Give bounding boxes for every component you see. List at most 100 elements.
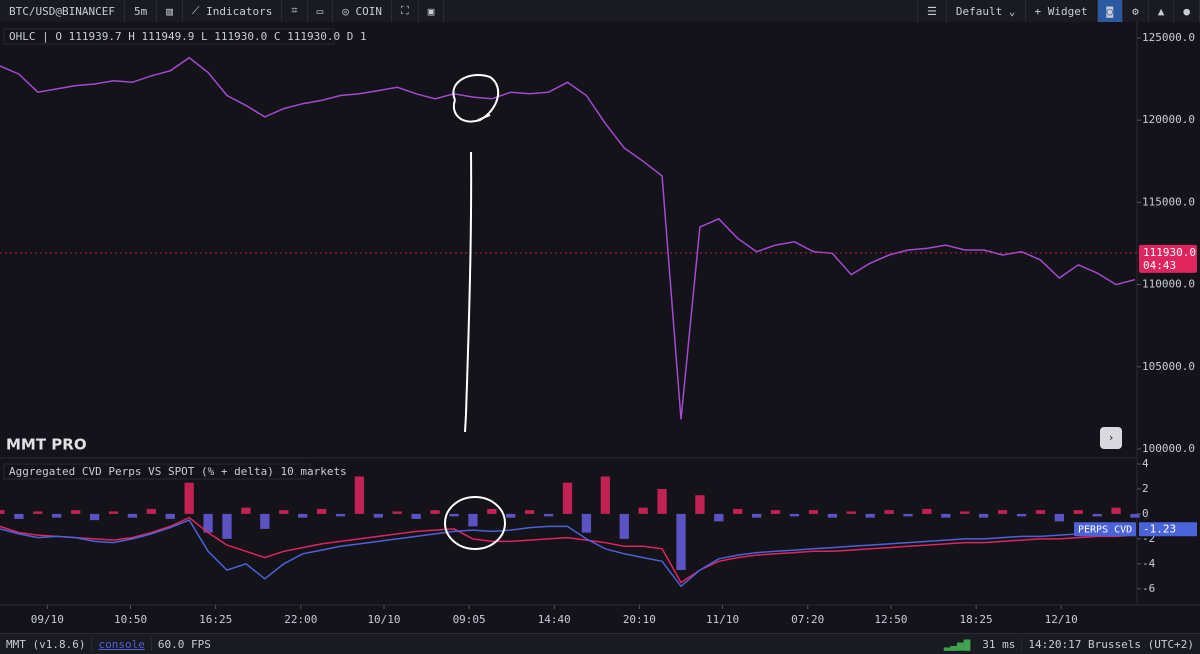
delta-bar xyxy=(979,513,989,518)
crop[interactable]: ⌗ xyxy=(282,0,308,22)
y-tick-label: -4 xyxy=(1142,557,1156,570)
x-tick-label: 12/10 xyxy=(1045,613,1078,626)
y-tick-label: 125000.0 xyxy=(1142,31,1195,44)
coin-label: COIN xyxy=(355,4,382,18)
y-tick-label: 120000.0 xyxy=(1142,113,1195,126)
delta-bar xyxy=(1073,510,1083,514)
series-line xyxy=(0,56,1136,420)
price-tag-label: 111930.0 xyxy=(1143,246,1196,259)
learn[interactable]: ▲ xyxy=(1149,0,1175,22)
delta-bar xyxy=(203,513,213,533)
delta-bar xyxy=(619,513,629,539)
symbol[interactable]: BTC/USD@BINANCEF xyxy=(0,0,125,22)
delta-bar xyxy=(1130,513,1140,518)
timeframe[interactable]: 5m xyxy=(125,0,158,22)
delta-bar xyxy=(770,510,781,514)
layout-label: Default xyxy=(955,4,1003,18)
delta-bar xyxy=(89,513,100,521)
annotation-line xyxy=(464,151,473,433)
open[interactable]: ▭ xyxy=(308,0,334,22)
value-tag-label: -1.23 xyxy=(1143,522,1176,535)
indicators-label: Indicators xyxy=(206,4,273,18)
y-tick-label: -6 xyxy=(1142,582,1155,595)
delta-bar xyxy=(316,508,327,514)
delta-bar xyxy=(506,513,516,518)
delta-bar xyxy=(392,511,402,514)
account[interactable]: ● xyxy=(1174,0,1200,22)
x-tick-label: 11/10 xyxy=(706,613,739,626)
screenshot[interactable]: ◙ xyxy=(1097,0,1124,22)
annotation-circle-2 xyxy=(444,496,506,550)
fullscreen[interactable]: ⛶ xyxy=(392,0,419,22)
scroll-icon: › xyxy=(1108,431,1115,444)
delta-bar xyxy=(127,513,138,518)
series-tag xyxy=(1074,522,1136,537)
delta-bar xyxy=(562,482,573,514)
layout[interactable]: Default ⌄ xyxy=(947,0,1026,22)
indicators[interactable]: ⟋ Indicators xyxy=(183,0,283,22)
delta-bar xyxy=(581,513,592,533)
console[interactable]: console xyxy=(91,637,150,651)
delta-bar xyxy=(335,513,346,517)
delta-bar xyxy=(146,508,156,514)
settings[interactable]: ⚙ xyxy=(1123,0,1149,22)
latency: 31 ms xyxy=(982,637,1016,651)
delta-bar xyxy=(733,508,743,514)
delta-bar xyxy=(241,507,251,514)
delta-bar xyxy=(354,476,365,514)
background xyxy=(0,22,1200,633)
ohlc-box xyxy=(3,28,335,45)
pane-title-box xyxy=(3,463,311,480)
y-tick-label: 4 xyxy=(1142,457,1149,470)
delta-bar xyxy=(714,513,724,522)
delta-bar xyxy=(695,495,705,514)
x-tick-label: 10/10 xyxy=(367,613,400,626)
delta-bar xyxy=(298,513,308,518)
delta-bar xyxy=(884,510,894,514)
coin[interactable]: ◎ COIN xyxy=(333,0,392,22)
delta-bar xyxy=(543,513,554,517)
x-tick-label: 09:05 xyxy=(453,613,486,626)
chart-type[interactable]: ▥ xyxy=(157,0,183,22)
delta-bar xyxy=(279,510,289,514)
delta-bar xyxy=(676,513,686,571)
delta-bar xyxy=(1092,513,1102,517)
image[interactable]: ▣ xyxy=(419,0,445,22)
series-line xyxy=(0,516,1136,584)
widget[interactable]: + Widget xyxy=(1026,0,1098,22)
x-tick-label: 22:00 xyxy=(284,613,317,626)
delta-bar xyxy=(941,513,951,518)
annotation-circle xyxy=(452,74,500,123)
delta-bar xyxy=(52,513,62,518)
delta-bar xyxy=(903,513,913,517)
fps: 60.0 FPS xyxy=(150,637,217,651)
value-tag xyxy=(1139,522,1197,537)
annotations xyxy=(444,74,506,550)
delta-bar xyxy=(922,508,932,514)
delta-bar xyxy=(865,513,875,518)
delta-bar xyxy=(997,510,1008,514)
delta-bar xyxy=(657,488,667,514)
scroll-button[interactable] xyxy=(1100,427,1122,449)
watermark: MMT PRO xyxy=(6,436,87,454)
series-tag-name: PERPS CVD xyxy=(1078,524,1132,535)
y-tick-label: 115000.0 xyxy=(1142,195,1195,208)
x-tick-label: 16:25 xyxy=(199,613,232,626)
delta-bar xyxy=(0,510,5,514)
delta-bar xyxy=(184,482,194,514)
delta-bar xyxy=(487,508,497,514)
toolbar-right: ☰ Default ⌄ + Widget ◙ ⚙ ▲ ● xyxy=(917,0,1200,22)
x-tick-label: 18:25 xyxy=(960,613,993,626)
delta-bar xyxy=(846,511,856,514)
series-line xyxy=(0,519,1136,588)
delta-bar xyxy=(373,513,383,518)
delta-bar xyxy=(1035,510,1046,514)
delta-bar xyxy=(449,513,459,517)
delta-bar xyxy=(14,513,24,519)
x-tick-label: 20:10 xyxy=(623,613,656,626)
icon: ◎ xyxy=(342,4,356,18)
delta-bar xyxy=(600,476,610,514)
x-tick-label: 12:50 xyxy=(874,613,907,626)
delta-bar xyxy=(752,513,762,518)
list[interactable]: ☰ xyxy=(917,0,947,22)
